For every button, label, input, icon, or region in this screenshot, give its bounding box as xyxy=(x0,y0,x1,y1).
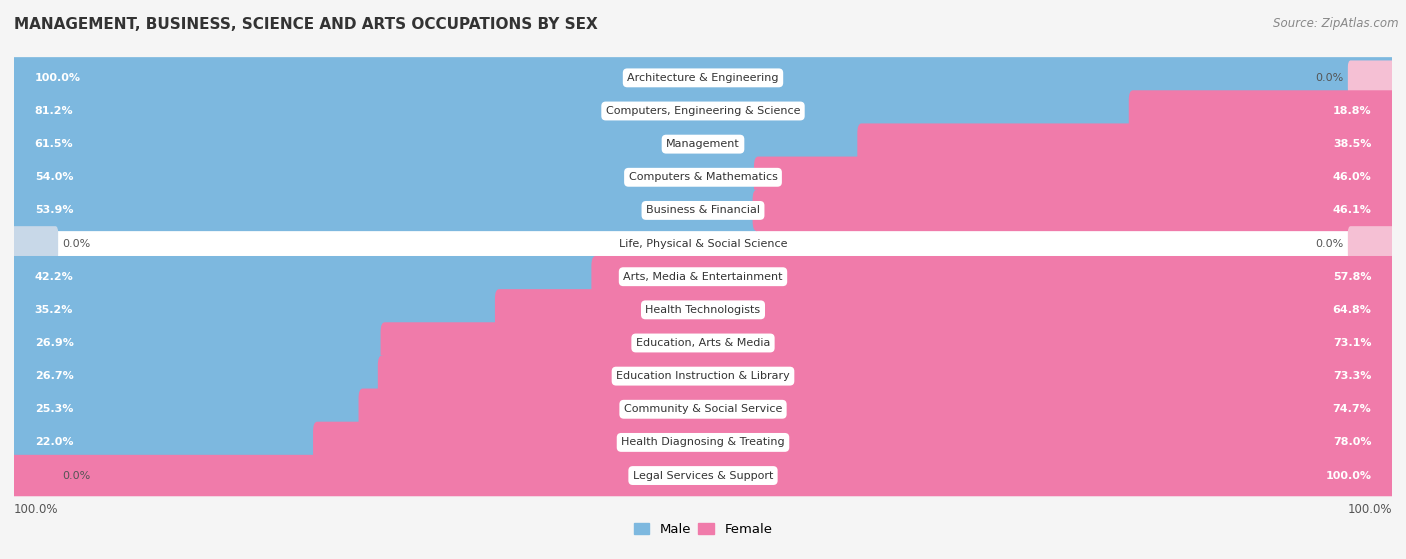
Bar xyxy=(14,459,1392,492)
FancyBboxPatch shape xyxy=(10,124,866,165)
Bar xyxy=(14,260,1392,293)
FancyBboxPatch shape xyxy=(359,389,1396,430)
Text: Education, Arts & Media: Education, Arts & Media xyxy=(636,338,770,348)
FancyBboxPatch shape xyxy=(10,389,367,430)
FancyBboxPatch shape xyxy=(314,421,1396,463)
Text: 18.8%: 18.8% xyxy=(1333,106,1371,116)
Text: Health Diagnosing & Treating: Health Diagnosing & Treating xyxy=(621,437,785,447)
FancyBboxPatch shape xyxy=(10,323,389,364)
FancyBboxPatch shape xyxy=(592,256,1396,297)
Text: 0.0%: 0.0% xyxy=(62,471,90,481)
Text: 38.5%: 38.5% xyxy=(1333,139,1371,149)
Text: Community & Social Service: Community & Social Service xyxy=(624,404,782,414)
Text: 78.0%: 78.0% xyxy=(1333,437,1371,447)
FancyBboxPatch shape xyxy=(10,289,503,330)
FancyBboxPatch shape xyxy=(10,421,322,463)
Bar xyxy=(14,426,1392,459)
Bar xyxy=(14,94,1392,127)
Text: 61.5%: 61.5% xyxy=(35,139,73,149)
FancyBboxPatch shape xyxy=(754,157,1396,198)
FancyBboxPatch shape xyxy=(11,226,58,261)
Text: 42.2%: 42.2% xyxy=(35,272,73,282)
Text: Legal Services & Support: Legal Services & Support xyxy=(633,471,773,481)
Text: Health Technologists: Health Technologists xyxy=(645,305,761,315)
Text: MANAGEMENT, BUSINESS, SCIENCE AND ARTS OCCUPATIONS BY SEX: MANAGEMENT, BUSINESS, SCIENCE AND ARTS O… xyxy=(14,17,598,32)
FancyBboxPatch shape xyxy=(10,157,762,198)
FancyBboxPatch shape xyxy=(1348,226,1395,261)
Text: 35.2%: 35.2% xyxy=(35,305,73,315)
Text: 26.9%: 26.9% xyxy=(35,338,73,348)
Text: 46.1%: 46.1% xyxy=(1333,205,1371,215)
FancyBboxPatch shape xyxy=(10,190,761,231)
Bar xyxy=(14,393,1392,426)
Text: Education Instruction & Library: Education Instruction & Library xyxy=(616,371,790,381)
Text: Architecture & Engineering: Architecture & Engineering xyxy=(627,73,779,83)
FancyBboxPatch shape xyxy=(10,455,1396,496)
FancyBboxPatch shape xyxy=(495,289,1396,330)
Text: 100.0%: 100.0% xyxy=(14,503,59,516)
Bar xyxy=(14,326,1392,359)
Bar xyxy=(14,293,1392,326)
Text: 22.0%: 22.0% xyxy=(35,437,73,447)
FancyBboxPatch shape xyxy=(381,323,1396,364)
Text: 100.0%: 100.0% xyxy=(1326,471,1371,481)
Text: 26.7%: 26.7% xyxy=(35,371,73,381)
Text: Business & Financial: Business & Financial xyxy=(645,205,761,215)
FancyBboxPatch shape xyxy=(1129,91,1396,132)
Text: Arts, Media & Entertainment: Arts, Media & Entertainment xyxy=(623,272,783,282)
Bar xyxy=(14,127,1392,161)
Text: Computers & Mathematics: Computers & Mathematics xyxy=(628,172,778,182)
Text: 53.9%: 53.9% xyxy=(35,205,73,215)
FancyBboxPatch shape xyxy=(858,124,1396,165)
Text: Life, Physical & Social Science: Life, Physical & Social Science xyxy=(619,239,787,249)
FancyBboxPatch shape xyxy=(11,458,58,493)
FancyBboxPatch shape xyxy=(10,256,600,297)
Legend: Male, Female: Male, Female xyxy=(628,518,778,542)
Bar xyxy=(14,359,1392,392)
Text: 57.8%: 57.8% xyxy=(1333,272,1371,282)
Bar xyxy=(14,61,1392,94)
Text: 74.7%: 74.7% xyxy=(1333,404,1371,414)
Text: Computers, Engineering & Science: Computers, Engineering & Science xyxy=(606,106,800,116)
FancyBboxPatch shape xyxy=(10,57,1396,98)
FancyBboxPatch shape xyxy=(378,356,1396,397)
Text: 0.0%: 0.0% xyxy=(62,239,90,249)
Text: Source: ZipAtlas.com: Source: ZipAtlas.com xyxy=(1274,17,1399,30)
FancyBboxPatch shape xyxy=(752,190,1396,231)
Text: 73.3%: 73.3% xyxy=(1333,371,1371,381)
Text: 73.1%: 73.1% xyxy=(1333,338,1371,348)
FancyBboxPatch shape xyxy=(1348,60,1395,95)
Text: 64.8%: 64.8% xyxy=(1333,305,1371,315)
Text: 54.0%: 54.0% xyxy=(35,172,73,182)
Text: 0.0%: 0.0% xyxy=(1316,239,1344,249)
Text: 81.2%: 81.2% xyxy=(35,106,73,116)
FancyBboxPatch shape xyxy=(10,91,1137,132)
Text: 0.0%: 0.0% xyxy=(1316,73,1344,83)
Bar xyxy=(14,194,1392,227)
Text: 46.0%: 46.0% xyxy=(1333,172,1371,182)
Bar xyxy=(14,161,1392,194)
Bar xyxy=(14,227,1392,260)
Text: Management: Management xyxy=(666,139,740,149)
Text: 100.0%: 100.0% xyxy=(1347,503,1392,516)
Text: 100.0%: 100.0% xyxy=(35,73,80,83)
Text: 25.3%: 25.3% xyxy=(35,404,73,414)
FancyBboxPatch shape xyxy=(10,356,387,397)
